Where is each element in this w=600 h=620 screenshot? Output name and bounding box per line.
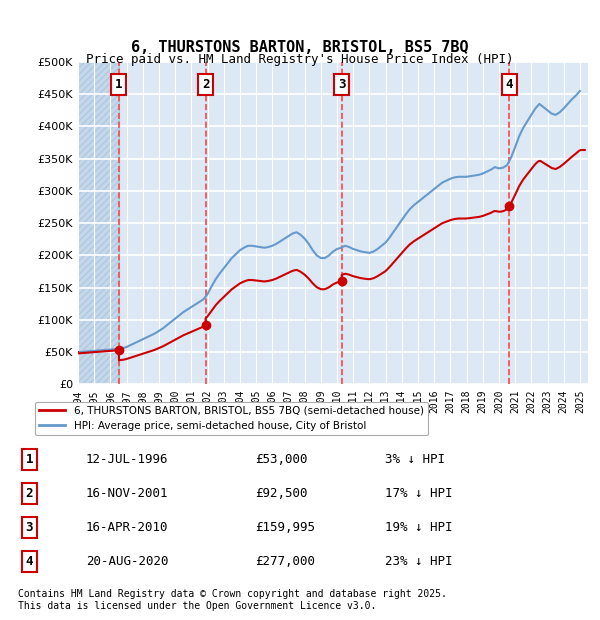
Text: 3: 3	[26, 521, 33, 534]
Text: 1: 1	[26, 453, 33, 466]
Text: 3% ↓ HPI: 3% ↓ HPI	[385, 453, 445, 466]
Text: Contains HM Land Registry data © Crown copyright and database right 2025.
This d: Contains HM Land Registry data © Crown c…	[18, 589, 447, 611]
Text: 19% ↓ HPI: 19% ↓ HPI	[385, 521, 452, 534]
Text: 2: 2	[202, 78, 209, 91]
Bar	[78, 62, 119, 384]
Text: £277,000: £277,000	[255, 556, 315, 568]
Text: 20-AUG-2020: 20-AUG-2020	[86, 556, 168, 568]
Text: £92,500: £92,500	[255, 487, 307, 500]
Text: 4: 4	[506, 78, 513, 91]
Text: 16-APR-2010: 16-APR-2010	[86, 521, 168, 534]
Text: 6, THURSTONS BARTON, BRISTOL, BS5 7BQ: 6, THURSTONS BARTON, BRISTOL, BS5 7BQ	[131, 40, 469, 55]
Text: 16-NOV-2001: 16-NOV-2001	[86, 487, 168, 500]
Text: 17% ↓ HPI: 17% ↓ HPI	[385, 487, 452, 500]
Text: 12-JUL-1996: 12-JUL-1996	[86, 453, 168, 466]
Text: £159,995: £159,995	[255, 521, 315, 534]
Text: 4: 4	[26, 556, 33, 568]
Text: £53,000: £53,000	[255, 453, 307, 466]
Legend: 6, THURSTONS BARTON, BRISTOL, BS5 7BQ (semi-detached house), HPI: Average price,: 6, THURSTONS BARTON, BRISTOL, BS5 7BQ (s…	[35, 402, 428, 435]
Text: 1: 1	[115, 78, 123, 91]
Text: 23% ↓ HPI: 23% ↓ HPI	[385, 556, 452, 568]
Text: 3: 3	[338, 78, 346, 91]
Bar	[78, 62, 119, 384]
Text: 2: 2	[26, 487, 33, 500]
Text: Price paid vs. HM Land Registry's House Price Index (HPI): Price paid vs. HM Land Registry's House …	[86, 53, 514, 66]
